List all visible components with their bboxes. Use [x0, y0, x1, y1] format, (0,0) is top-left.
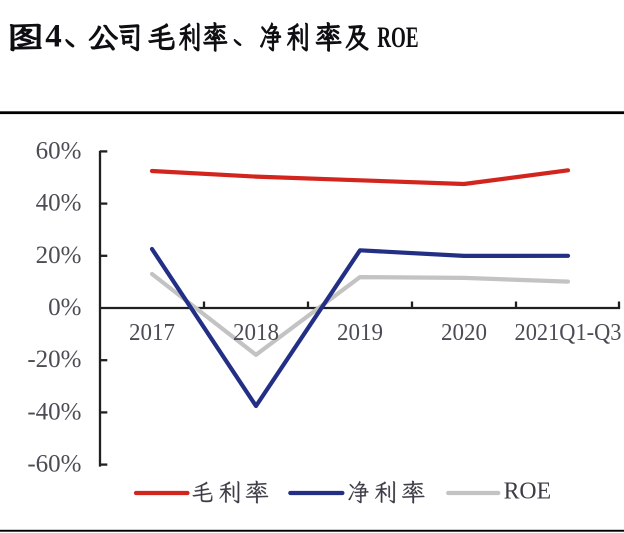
- svg-text:2018: 2018: [233, 319, 279, 346]
- svg-text:ROE: ROE: [504, 478, 551, 505]
- svg-text:4: 4: [45, 19, 62, 55]
- svg-text:0%: 0%: [48, 294, 81, 321]
- svg-text:2019: 2019: [337, 319, 383, 346]
- svg-text:2021Q1-Q3: 2021Q1-Q3: [515, 319, 622, 346]
- svg-text:20%: 20%: [36, 242, 82, 269]
- svg-text:2017: 2017: [129, 319, 175, 346]
- svg-text:-40%: -40%: [27, 398, 81, 425]
- svg-text:-20%: -20%: [27, 346, 81, 373]
- svg-text:ROE: ROE: [377, 21, 418, 54]
- svg-text:-60%: -60%: [27, 451, 81, 478]
- svg-text:40%: 40%: [36, 190, 82, 217]
- svg-text:2020: 2020: [441, 319, 487, 346]
- svg-text:60%: 60%: [36, 137, 82, 164]
